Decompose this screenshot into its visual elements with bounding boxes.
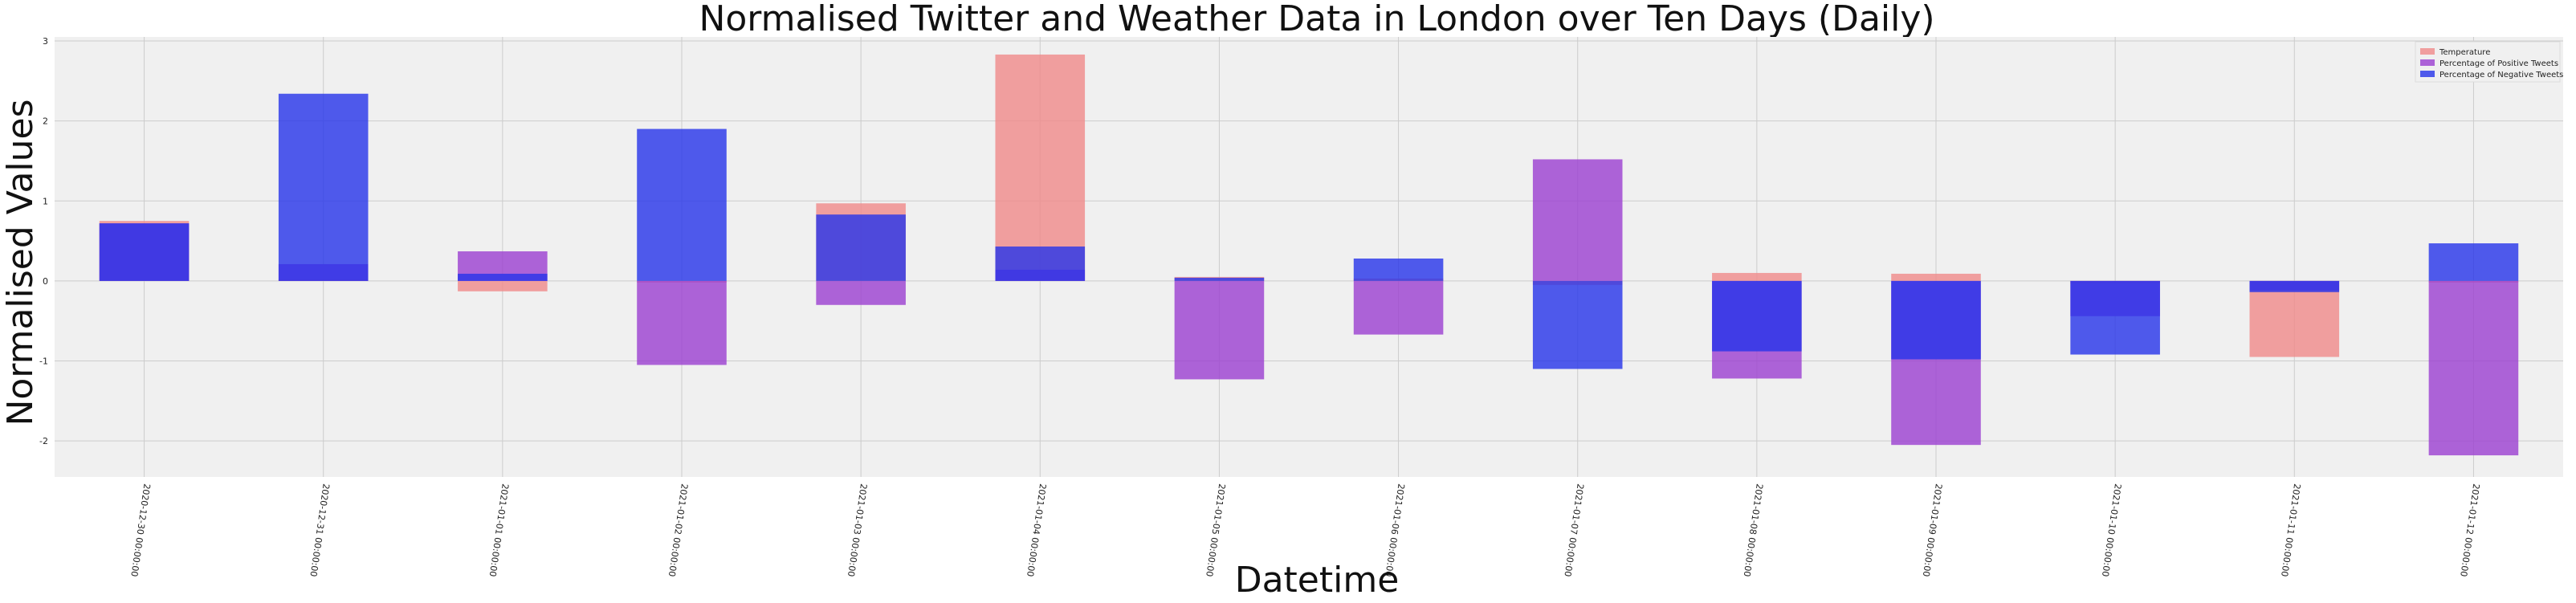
bar	[1174, 280, 1265, 380]
bar	[1891, 273, 1981, 281]
bar	[2249, 280, 2340, 292]
bars	[99, 54, 2519, 456]
x-tick-label: 2021-01-10 00:00:00	[2100, 483, 2123, 578]
x-axis-label: Datetime	[1235, 560, 1400, 601]
chart-title: Normalised Twitter and Weather Data in L…	[699, 0, 1934, 39]
legend-swatch	[2420, 48, 2435, 55]
legend-swatch	[2420, 71, 2435, 77]
bar	[1532, 159, 1623, 281]
bar	[816, 280, 906, 305]
y-tick-label: 3	[43, 36, 48, 47]
legend-label: Temperature	[2439, 48, 2490, 57]
x-tick-label: 2020-12-30 00:00:00	[128, 483, 152, 578]
y-tick-label: -1	[39, 357, 48, 367]
bar	[1712, 272, 1802, 281]
legend-label: Percentage of Positive Tweets	[2439, 59, 2558, 68]
bar	[995, 54, 1086, 281]
bar	[278, 93, 369, 281]
bar	[1712, 280, 1802, 352]
x-tick-label: 2021-01-04 00:00:00	[1025, 483, 1048, 578]
x-tick-label: 2021-01-07 00:00:00	[1562, 483, 1585, 578]
x-tick-label: 2021-01-08 00:00:00	[1742, 483, 1765, 578]
y-axis: -2 -1 0 1 2 3	[39, 36, 48, 446]
bar	[816, 214, 906, 281]
bar	[2249, 280, 2340, 357]
x-tick-label: 2021-01-02 00:00:00	[666, 483, 690, 578]
legend-label: Percentage of Negative Tweets	[2439, 71, 2563, 79]
y-axis-label: Normalised Values	[0, 99, 41, 426]
bar	[1353, 258, 1444, 281]
plot-area	[55, 37, 2563, 477]
legend: Temperature Percentage of Positive Tweets…	[2415, 41, 2563, 83]
y-tick-label: -2	[39, 436, 48, 446]
bar	[1174, 277, 1265, 281]
bar	[99, 223, 190, 281]
x-tick-label: 2021-01-12 00:00:00	[2458, 483, 2481, 578]
y-tick-label: 2	[43, 116, 48, 127]
y-tick-label: 1	[43, 196, 48, 206]
bar	[1891, 280, 1981, 360]
x-tick-label: 2021-01-05 00:00:00	[1204, 483, 1227, 578]
bar	[637, 280, 727, 365]
x-tick-label: 2021-01-01 00:00:00	[487, 483, 511, 578]
bar	[458, 280, 548, 291]
bar	[1532, 280, 1623, 369]
bar	[2070, 280, 2160, 355]
bar	[995, 246, 1086, 281]
bar	[1353, 280, 1444, 335]
x-tick-label: 2021-01-03 00:00:00	[846, 483, 869, 578]
legend-swatch	[2420, 59, 2435, 66]
x-tick-label: 2021-01-09 00:00:00	[1921, 483, 1944, 578]
y-tick-label: 0	[43, 276, 48, 287]
bar	[637, 128, 727, 281]
bar	[2428, 280, 2519, 456]
legend-box	[2415, 41, 2561, 83]
x-tick-label: 2021-01-11 00:00:00	[2279, 483, 2302, 578]
bar	[2428, 243, 2519, 281]
x-tick-label: 2020-12-31 00:00:00	[308, 483, 331, 578]
bar	[458, 273, 548, 281]
